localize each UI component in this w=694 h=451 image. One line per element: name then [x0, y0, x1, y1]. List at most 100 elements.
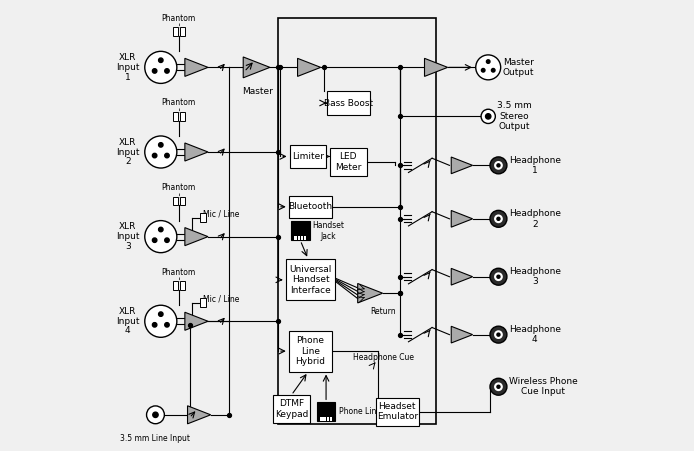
Bar [294, 236, 296, 240]
Circle shape [486, 60, 490, 63]
Polygon shape [451, 326, 473, 343]
Circle shape [490, 326, 507, 343]
Circle shape [146, 406, 164, 424]
Circle shape [482, 69, 485, 72]
Circle shape [490, 210, 507, 227]
Circle shape [475, 55, 500, 80]
Circle shape [145, 221, 177, 253]
Text: Wireless Phone
Cue Input: Wireless Phone Cue Input [509, 377, 577, 396]
Text: Headphone
2: Headphone 2 [509, 209, 561, 229]
Text: 3.5 mm
Stereo
Output: 3.5 mm Stereo Output [497, 101, 532, 131]
Bar [200, 298, 206, 307]
Bar [180, 281, 185, 290]
Circle shape [153, 238, 157, 243]
Circle shape [164, 322, 169, 327]
Bar [173, 112, 178, 121]
Circle shape [153, 153, 157, 158]
Circle shape [153, 322, 157, 327]
Text: XLR
Input
2: XLR Input 2 [116, 138, 139, 166]
Bar [320, 417, 323, 421]
Circle shape [158, 227, 163, 232]
Bar [289, 331, 332, 372]
Circle shape [164, 153, 169, 158]
Bar [323, 417, 325, 421]
Text: Phantom: Phantom [162, 183, 196, 192]
Bar [200, 213, 206, 222]
Text: Master
Output: Master Output [502, 58, 534, 77]
Bar [180, 112, 185, 121]
Bar [278, 18, 436, 424]
Circle shape [490, 378, 507, 395]
Bar [180, 27, 185, 36]
Circle shape [145, 305, 177, 337]
Circle shape [153, 412, 158, 418]
Circle shape [158, 312, 163, 316]
Circle shape [145, 136, 177, 168]
Text: Handset
Jack: Handset Jack [313, 221, 345, 240]
Circle shape [153, 69, 157, 73]
Polygon shape [185, 228, 208, 246]
Bar [301, 236, 303, 240]
Bar [316, 402, 335, 421]
Bar [375, 398, 419, 425]
Text: Phone Line: Phone Line [339, 407, 380, 416]
Bar [173, 197, 178, 206]
Text: Universal
Handset
Interface: Universal Handset Interface [289, 265, 332, 295]
Text: Limiter: Limiter [291, 152, 324, 161]
Bar [330, 417, 332, 421]
Circle shape [164, 238, 169, 243]
Bar [298, 236, 300, 240]
Bar [289, 145, 326, 168]
Bar [285, 259, 335, 300]
Bar [173, 27, 178, 36]
Circle shape [486, 114, 491, 119]
Polygon shape [185, 312, 208, 330]
Polygon shape [187, 406, 211, 424]
Circle shape [494, 161, 503, 170]
Polygon shape [185, 143, 208, 161]
Text: Headphone
1: Headphone 1 [509, 156, 561, 175]
Polygon shape [298, 58, 321, 76]
Text: XLR
Input
1: XLR Input 1 [116, 53, 139, 82]
Text: Mic / Line: Mic / Line [203, 210, 239, 219]
Polygon shape [451, 268, 473, 285]
Polygon shape [357, 284, 382, 303]
Circle shape [481, 109, 496, 124]
Circle shape [158, 143, 163, 147]
Polygon shape [451, 211, 473, 227]
Circle shape [497, 275, 500, 278]
Polygon shape [425, 58, 448, 76]
Bar [291, 221, 310, 240]
Circle shape [145, 51, 177, 83]
Polygon shape [185, 58, 208, 76]
Text: Headset
Emulator: Headset Emulator [377, 402, 418, 421]
Circle shape [494, 382, 503, 391]
Circle shape [490, 157, 507, 174]
Circle shape [494, 214, 503, 223]
Circle shape [494, 272, 503, 281]
Bar [289, 196, 332, 218]
Text: Headphone
3: Headphone 3 [509, 267, 561, 286]
Text: Headphone
4: Headphone 4 [509, 325, 561, 344]
Text: Master: Master [242, 87, 273, 97]
Circle shape [490, 268, 507, 285]
Circle shape [497, 164, 500, 167]
Text: 3.5 mm Line Input: 3.5 mm Line Input [121, 433, 190, 442]
Text: XLR
Input
4: XLR Input 4 [116, 307, 139, 336]
Text: Mic / Line: Mic / Line [203, 295, 239, 304]
Text: Phone
Line
Hybrid: Phone Line Hybrid [296, 336, 325, 366]
Text: Bass Boost: Bass Boost [324, 98, 373, 107]
Bar [326, 92, 370, 115]
Circle shape [491, 69, 495, 72]
Bar [326, 417, 329, 421]
Text: Bluetooth: Bluetooth [289, 202, 332, 211]
Polygon shape [451, 157, 473, 174]
Bar [180, 197, 185, 206]
Circle shape [164, 69, 169, 73]
Text: Phantom: Phantom [162, 268, 196, 277]
Text: Phantom: Phantom [162, 14, 196, 23]
Text: Phantom: Phantom [162, 98, 196, 107]
Text: Return: Return [370, 307, 396, 316]
Polygon shape [243, 57, 270, 78]
Text: XLR
Input
3: XLR Input 3 [116, 222, 139, 251]
